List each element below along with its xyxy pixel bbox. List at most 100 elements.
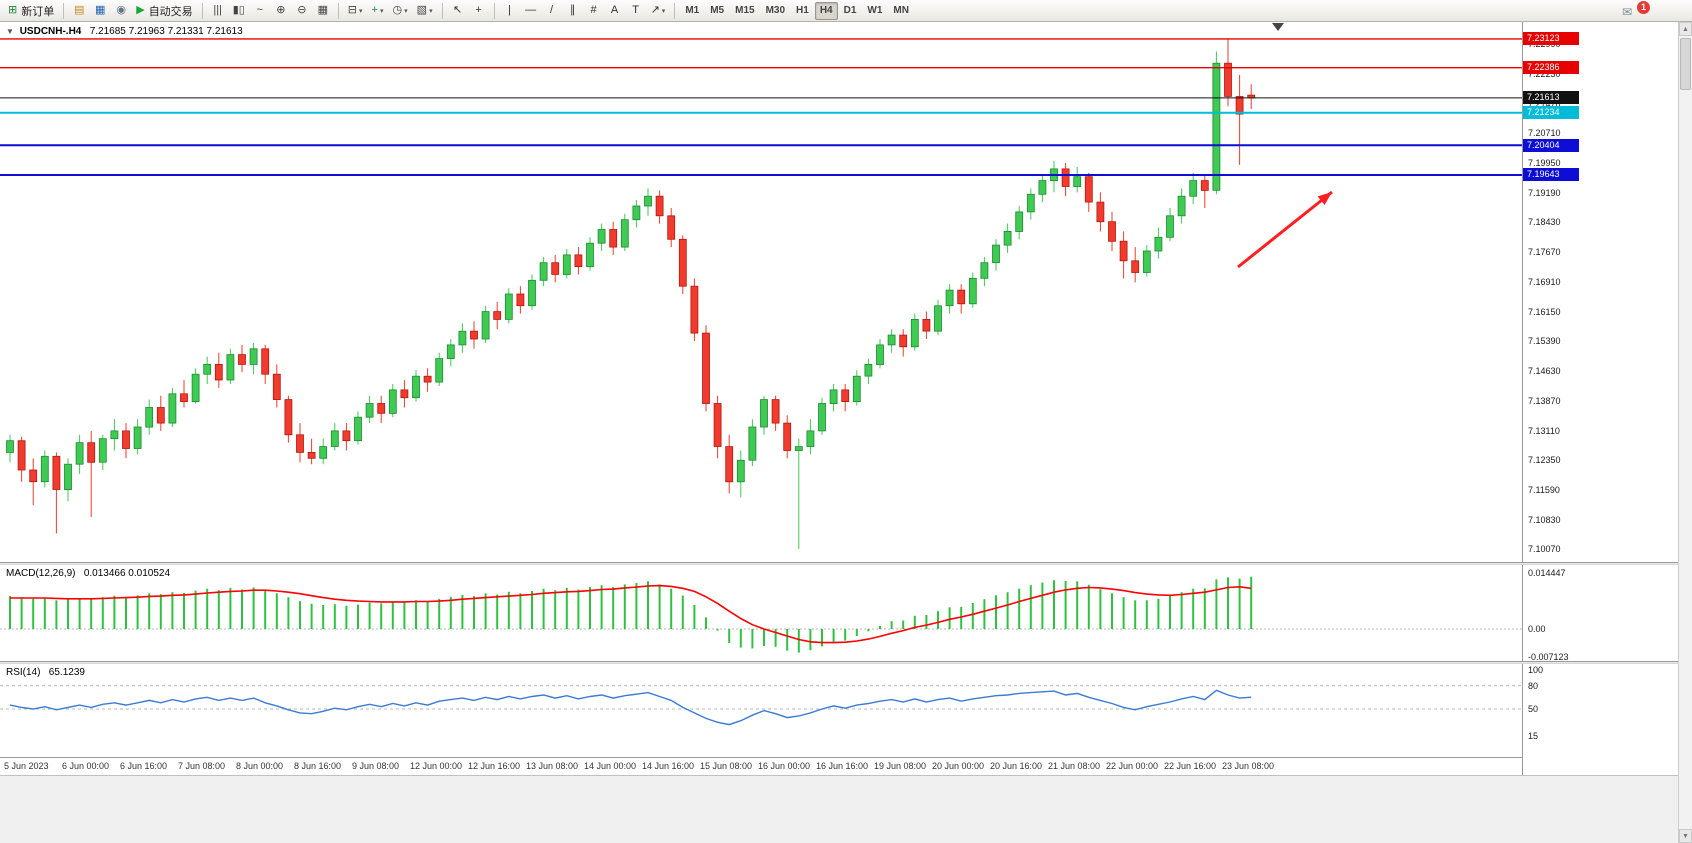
candle [818,397,826,435]
level-price-box: 7.23123 [1523,32,1579,46]
level-price-box: 7.21234 [1523,106,1579,120]
bar-chart-button[interactable]: ||| [208,2,228,20]
text-button[interactable]: A [605,2,625,20]
scroll-up-icon[interactable]: ▲ [1679,22,1692,36]
text-label-button[interactable]: T [626,2,646,20]
candle [1073,166,1082,193]
crosshair-icon: + [475,4,482,16]
candlestick-chart-button[interactable]: ▮▯ [229,2,249,20]
dropdown-caret-icon: ▾ [359,7,363,15]
autotrading-button[interactable]: ▶ 自动交易 [132,2,196,20]
price-chart-canvas[interactable] [0,22,1522,562]
autotrading-button-label: 自动交易 [148,5,193,18]
collapse-chart-icon[interactable]: ▼ [6,27,14,36]
candle [864,358,873,384]
timeframe-mn-button[interactable]: MN [893,5,909,16]
notifications-icon: ✉ [1622,5,1633,19]
periods-button[interactable]: ◷ ▾ [389,2,412,20]
cursor-arrow-icon: ↖ [452,4,463,16]
candle [1224,39,1232,107]
macd-axis-label: 0.00 [1528,624,1546,634]
candle [841,384,850,412]
toolbar-separator [441,2,443,19]
timeframe-h4-button[interactable]: H4 [814,1,838,20]
candle [678,235,687,294]
candle [667,208,676,248]
rsi-axis-label: 80 [1528,680,1539,691]
new-order-button[interactable]: ⊞ 新订单 [4,2,58,20]
data-window-icon: ◉ [116,4,127,16]
time-axis-label: 9 Jun 08:00 [352,761,400,771]
candle [852,370,861,406]
timeframe-w1-button[interactable]: W1 [867,5,883,16]
toolbar-separator [201,2,203,19]
panel-splitter[interactable] [0,661,1678,664]
candle [504,288,513,324]
arrows-button[interactable]: ↗ ▾ [647,2,670,20]
zoom-out-button[interactable]: ⊖ [292,2,312,20]
candle [980,256,989,287]
trendline-button[interactable]: / [542,2,562,20]
candle [713,395,722,459]
macd-canvas[interactable] [0,565,1522,661]
notifications-button[interactable]: ✉ 1 [1622,1,1650,19]
scroll-down-icon[interactable]: ▼ [1679,829,1692,843]
chart-shift-marker[interactable] [1272,23,1284,31]
timeframe-m1-button[interactable]: M1 [685,5,700,16]
candle [702,325,710,412]
profiles-icon: ▤ [74,4,85,16]
candle [168,387,177,427]
channel-button[interactable]: ∥ [563,2,583,20]
vertical-line-button[interactable]: | [500,2,520,20]
market-watch-button[interactable]: ▦ [90,2,110,20]
toolbar-separator [674,2,676,19]
line-chart-button[interactable]: ~ [250,2,270,20]
arrow-objects-icon: ↗ [650,4,660,16]
timeframe-m30-button[interactable]: M30 [765,5,786,16]
cursor-button[interactable]: ↖ [448,2,468,20]
timeframe-m15-button[interactable]: M15 [735,5,755,16]
profiles-button[interactable]: ▤ [69,2,89,20]
candle [400,380,409,408]
price-axis-label: 7.13110 [1528,425,1560,436]
tile-windows-button[interactable]: ▦ [313,2,333,20]
panel-splitter[interactable] [0,562,1678,565]
dropdown-caret-icon: ▾ [379,7,384,15]
rsi-canvas[interactable] [0,664,1522,756]
candle [470,321,478,349]
crosshair-button[interactable]: + [469,2,489,20]
zoom-in-button[interactable]: ⊕ [271,2,291,20]
fibonacci-button[interactable]: # [584,2,604,20]
candle [899,329,908,357]
data-window-button[interactable]: ◉ [111,2,131,20]
vertical-scrollbar[interactable]: ▲ ▼ [1678,22,1692,843]
timeframe-m5-button[interactable]: M5 [710,5,725,16]
scrollbar-thumb[interactable] [1680,38,1691,90]
candle [180,380,188,408]
timeframe-d1-button[interactable]: D1 [843,5,857,16]
candle [1247,84,1256,109]
candle [1003,223,1012,253]
candle [1142,245,1151,277]
candle [1015,206,1024,240]
candle [446,339,455,367]
fibonacci-icon: # [590,4,597,16]
level-price-box: 7.22386 [1523,61,1579,75]
price-axis[interactable]: 7.229907.222307.214707.207107.199507.191… [1522,22,1678,775]
price-axis-label: 7.19950 [1528,157,1561,168]
candle [377,395,386,424]
trend-arrow-annotation[interactable] [1237,190,1333,269]
indicators-button[interactable]: + ▾ [368,2,388,20]
new-chart-button[interactable]: ⊟ ▾ [344,2,367,20]
candle [122,423,130,459]
candle [910,313,919,351]
templates-button[interactable]: ▧ ▾ [413,2,437,20]
price-axis-label: 7.14630 [1528,366,1561,377]
timeframe-h1-button[interactable]: H1 [796,5,809,16]
price-axis-label: 7.10830 [1528,514,1561,525]
trendline-icon: / [550,4,554,16]
autotrading-play-icon: ▶ [136,4,145,16]
time-axis[interactable]: 5 Jun 2023 6 Jun 00:00 6 Jun 16:00 7 Jun 08… [0,757,1522,775]
horizontal-line-button[interactable]: — [521,2,541,20]
